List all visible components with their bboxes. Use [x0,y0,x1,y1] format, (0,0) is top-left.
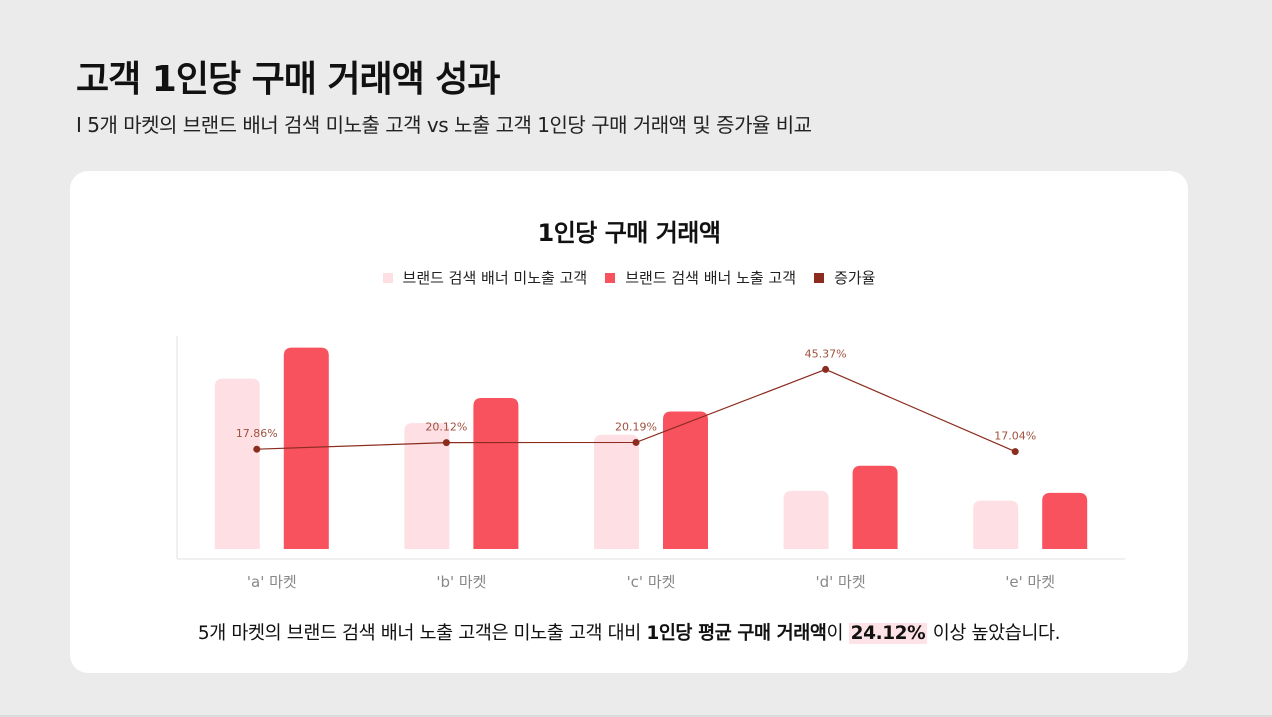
summary-part2: 이 [826,623,849,644]
growth-point [253,445,261,453]
growth-data-label: 45.37% [805,347,847,360]
legend-item-exposed: 브랜드 검색 배너 노출 고객 [605,267,796,288]
bar-unexposed [404,423,450,549]
bar-unexposed [973,500,1019,549]
chart-title: 1인당 구매 거래액 [537,219,721,247]
growth-point [632,438,640,446]
bar-exposed [283,347,329,549]
legend-item-unexposed: 브랜드 검색 배너 미노출 고객 [382,267,588,288]
x-tick-label: 'c' 마켓 [627,573,676,591]
summary-bold: 1인당 평균 구매 거래액 [646,623,827,644]
bar-exposed [663,411,708,549]
x-tick-label: 'a' 마켓 [247,573,297,591]
bar-unexposed [783,490,829,549]
growth-data-label: 20.12% [425,421,467,434]
chart-legend: 브랜드 검색 배너 미노출 고객 브랜드 검색 배너 노출 고객 증가율 [70,267,1188,288]
legend-label-unexposed: 브랜드 검색 배너 미노출 고객 [402,269,588,287]
bar-unexposed [214,378,260,549]
legend-label-exposed: 브랜드 검색 배너 노출 고객 [625,269,797,287]
bar-unexposed [594,434,639,549]
bar-exposed [1042,492,1088,549]
bar-exposed [473,397,519,549]
x-tick-label: 'd' 마켓 [816,573,866,591]
growth-point [442,439,450,447]
summary-part3: 이상 높았습니다. [927,623,1061,644]
page-subtitle: I 5개 마켓의 브랜드 배너 검색 미노출 고객 vs 노출 고객 1인당 구… [76,113,812,137]
legend-swatch-growth [814,272,825,283]
summary-text: 5개 마켓의 브랜드 검색 배너 노출 고객은 미노출 고객 대비 1인당 평균… [70,619,1188,645]
summary-highlight: 24.12% [848,623,928,644]
growth-data-label: 20.19% [615,420,657,433]
x-tick-label: 'e' 마켓 [1005,573,1055,591]
page-title: 고객 1인당 구매 거래액 성과 [76,59,501,100]
bottom-divider [0,715,1272,717]
growth-point [822,365,830,373]
summary-part1: 5개 마켓의 브랜드 검색 배너 노출 고객은 미노출 고객 대비 [197,623,647,644]
x-tick-label: 'b' 마켓 [436,573,486,591]
growth-data-label: 17.86% [236,427,278,440]
chart-plot: 'a' 마켓 'b' 마켓 'c' 마켓 'd' 마켓 'e' 마켓 17.86% 20.1… [176,336,1125,591]
growth-point [1011,448,1019,456]
legend-swatch-unexposed [382,272,393,283]
growth-data-label: 17.04% [994,430,1036,443]
legend-item-growth: 증가율 [814,267,875,288]
legend-swatch-exposed [605,272,616,283]
chart-card: 1인당 구매 거래액 브랜드 검색 배너 미노출 고객 브랜드 검색 배너 노출… [70,171,1188,673]
bar-exposed [852,465,898,549]
legend-label-growth: 증가율 [834,269,876,287]
